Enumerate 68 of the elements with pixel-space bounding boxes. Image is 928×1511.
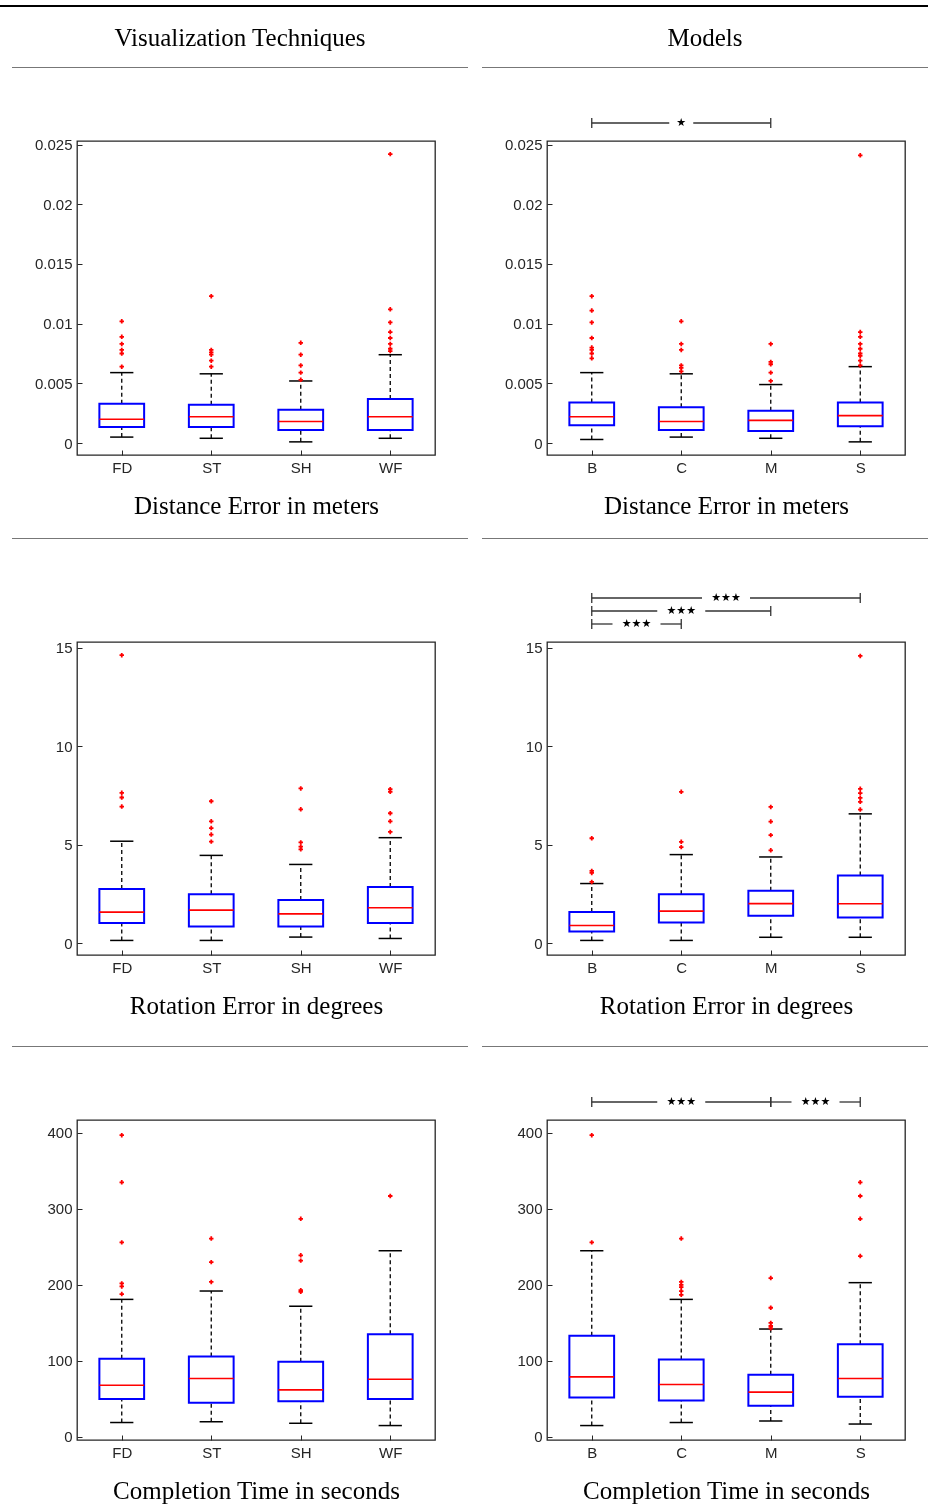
x-axis-title: Rotation Error in degrees	[129, 991, 384, 1019]
text: ★★★	[666, 1095, 697, 1108]
y-tick-label: 15	[55, 639, 73, 657]
y-tick-label: 5	[534, 836, 543, 854]
text: ★★★	[800, 1095, 831, 1108]
x-tick-label: WF	[379, 458, 403, 476]
y-tick-label: 300	[517, 1200, 543, 1218]
y-tick-label: 15	[525, 639, 543, 657]
x-tick-label: B	[587, 458, 598, 476]
x-tick-label: WF	[379, 1443, 403, 1461]
chart-title: Models	[666, 24, 744, 52]
x-tick-label: B	[587, 1443, 598, 1461]
x-axis-title: Completion Time in seconds	[583, 1476, 870, 1504]
x-axis-title: Completion Time in seconds	[113, 1476, 400, 1504]
y-tick-label: 200	[47, 1276, 73, 1294]
text: ★★★	[621, 617, 652, 630]
x-tick-label: B	[587, 958, 598, 976]
y-tick-label: 0.01	[43, 315, 73, 333]
y-tick-label: 0.025	[504, 136, 543, 154]
x-tick-label: C	[676, 458, 688, 476]
x-tick-label: SH	[290, 1443, 312, 1461]
y-tick-label: 300	[47, 1200, 73, 1218]
y-tick-label: 400	[47, 1124, 73, 1142]
text: ★	[676, 116, 687, 129]
x-tick-label: FD	[112, 1443, 133, 1461]
y-tick-label: 0	[534, 934, 543, 952]
y-tick-label: 0.015	[34, 255, 73, 273]
y-tick-label: 100	[47, 1352, 73, 1370]
y-tick-label: 0	[534, 434, 543, 452]
x-axis-title: Distance Error in meters	[603, 491, 850, 519]
x-tick-label: ST	[202, 958, 222, 976]
text: ★★★	[711, 591, 741, 604]
y-tick-label: 0.015	[504, 255, 543, 273]
x-tick-label: S	[855, 958, 866, 976]
x-tick-label: ST	[202, 1443, 222, 1461]
chart-title: Visualization Techniques	[113, 24, 367, 52]
x-axis-title: Rotation Error in degrees	[599, 991, 854, 1019]
y-tick-label: 0.02	[513, 195, 543, 213]
x-axis-title: Distance Error in meters	[133, 491, 380, 519]
x-tick-label: M	[765, 1443, 778, 1461]
y-tick-label: 0.01	[513, 315, 543, 333]
y-tick-label: 100	[517, 1352, 543, 1370]
y-tick-label: 400	[517, 1124, 543, 1142]
x-tick-label: S	[855, 1443, 866, 1461]
x-tick-label: SH	[290, 458, 312, 476]
x-tick-label: C	[676, 958, 688, 976]
y-tick-label: 200	[517, 1276, 543, 1294]
x-tick-label: SH	[290, 958, 312, 976]
x-tick-label: M	[765, 958, 778, 976]
x-tick-label: S	[855, 458, 866, 476]
x-tick-label: ST	[202, 458, 222, 476]
x-tick-label: FD	[112, 958, 133, 976]
y-tick-label: 0.02	[43, 195, 73, 213]
text: ★★★	[666, 604, 697, 617]
x-tick-label: WF	[379, 958, 403, 976]
y-tick-label: 0.005	[504, 374, 543, 392]
y-tick-label: 0	[64, 934, 73, 952]
y-tick-label: 0.025	[34, 136, 73, 154]
x-tick-label: M	[765, 458, 778, 476]
y-tick-label: 0	[64, 1428, 73, 1446]
y-tick-label: 10	[55, 737, 73, 755]
y-tick-label: 0	[64, 434, 73, 452]
x-tick-label: FD	[112, 458, 133, 476]
y-tick-label: 10	[525, 737, 543, 755]
y-tick-label: 5	[64, 836, 73, 854]
y-tick-label: 0	[534, 1428, 543, 1446]
y-tick-label: 0.005	[34, 374, 73, 392]
x-tick-label: C	[676, 1443, 688, 1461]
